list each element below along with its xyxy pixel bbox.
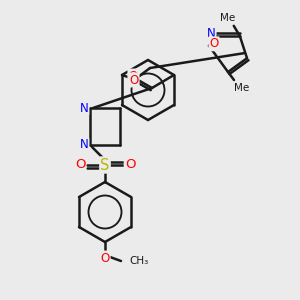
Text: Me: Me: [234, 83, 250, 93]
Text: N: N: [80, 139, 88, 152]
Text: CH₃: CH₃: [129, 256, 148, 266]
Text: S: S: [100, 158, 110, 172]
Text: N: N: [207, 27, 216, 40]
Text: N: N: [80, 101, 88, 115]
Text: O: O: [125, 158, 135, 172]
Text: O: O: [129, 74, 139, 86]
Text: O: O: [128, 70, 138, 83]
Text: O: O: [209, 37, 219, 50]
Text: O: O: [100, 251, 109, 265]
Text: O: O: [75, 158, 85, 172]
Text: Me: Me: [220, 13, 236, 23]
